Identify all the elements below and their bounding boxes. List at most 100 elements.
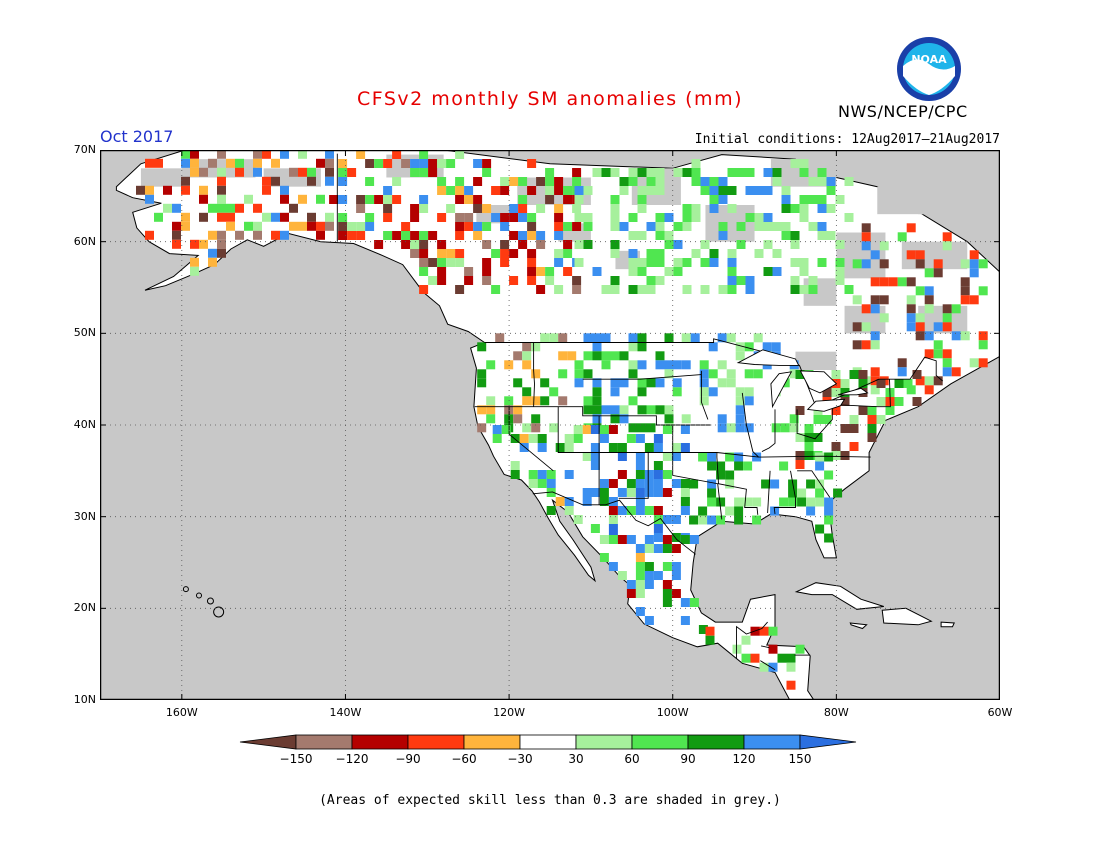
anomaly-cell: [716, 470, 726, 480]
anomaly-cell: [601, 405, 611, 415]
anomaly-cell: [477, 378, 487, 388]
anomaly-cell: [473, 204, 483, 213]
anomaly-cell: [610, 195, 620, 204]
anomaly-cell: [217, 239, 226, 249]
anomaly-cell: [464, 213, 474, 222]
anomaly-cell: [942, 304, 952, 314]
anomaly-cell: [545, 195, 555, 204]
anomaly-cell: [558, 369, 568, 379]
anomaly-cell: [635, 470, 645, 479]
anomaly-cell: [536, 204, 546, 213]
anomaly-cell: [410, 159, 420, 168]
anomaly-cell: [781, 195, 791, 204]
anomaly-cell: [601, 333, 611, 343]
longitude-tick-label: 80W: [823, 706, 849, 719]
anomaly-cell: [689, 535, 699, 544]
anomaly-cell: [788, 497, 798, 507]
anomaly-cell: [546, 488, 556, 497]
anomaly-cell: [455, 222, 465, 231]
anomaly-cell: [338, 159, 348, 168]
anomaly-cell: [486, 405, 496, 415]
anomaly-cell: [840, 397, 850, 406]
puerto-rico: [940, 621, 955, 628]
anomaly-cell: [646, 276, 656, 285]
anomaly-cell: [136, 185, 145, 195]
anomaly-cell: [563, 249, 573, 258]
anomaly-cell: [617, 506, 627, 515]
noaa-logo: NOAA: [897, 37, 961, 101]
anomaly-cell: [510, 470, 520, 479]
anomaly-cell: [671, 533, 681, 542]
anomaly-cell: [700, 285, 710, 294]
anomaly-cell: [741, 635, 751, 645]
anomaly-cell: [419, 168, 429, 177]
anomaly-cell: [545, 186, 555, 195]
anomaly-cell: [664, 231, 674, 240]
anomaly-cell: [644, 443, 654, 452]
anomaly-cell: [590, 461, 600, 470]
anomaly-cell: [924, 286, 934, 296]
anomaly-cell: [599, 535, 609, 544]
anomaly-cell: [617, 443, 627, 452]
anomaly-cell: [374, 159, 384, 168]
anomaly-cell: [574, 378, 584, 388]
anomaly-cell: [727, 258, 737, 267]
anomaly-cell: [897, 232, 907, 242]
anomaly-cell: [646, 423, 656, 433]
anomaly-cell: [554, 186, 564, 195]
anomaly-cell: [795, 460, 805, 469]
anomaly-cell: [280, 230, 289, 240]
anomaly-cell: [655, 186, 665, 195]
anomaly-cell: [536, 231, 546, 240]
anomaly-cell: [978, 286, 988, 296]
anomaly-cell: [735, 342, 745, 352]
anomaly-cell: [808, 285, 818, 294]
anomaly-cell: [419, 267, 429, 276]
anomaly-cell: [752, 497, 762, 507]
anomaly-cell: [572, 276, 582, 285]
anomaly-cell: [626, 589, 636, 598]
anomaly-cell: [289, 203, 298, 213]
anomaly-cell: [635, 589, 645, 598]
anomaly-cell: [574, 369, 584, 379]
anomaly-cell: [637, 258, 647, 267]
anomaly-cell: [870, 250, 880, 260]
anomaly-cell: [564, 497, 574, 506]
anomaly-cell: [707, 461, 717, 471]
anomaly-cell: [208, 248, 217, 258]
anomaly-cell: [473, 195, 483, 204]
anomaly-cell: [383, 213, 393, 222]
anomaly-cell: [564, 434, 574, 443]
anomaly-cell: [540, 378, 550, 388]
anomaly-cell: [338, 195, 348, 204]
anomaly-cell: [572, 204, 582, 213]
anomaly-cell: [181, 150, 190, 159]
anomaly-cell: [933, 259, 943, 269]
anomaly-cell: [574, 195, 584, 204]
anomaly-cell: [906, 304, 916, 314]
anomaly-cell: [226, 212, 235, 222]
anomaly-cell: [635, 571, 645, 580]
anomaly-cell: [735, 423, 745, 433]
anomaly-cell: [608, 497, 618, 506]
anomaly-cell: [682, 285, 692, 294]
anomaly-cell: [347, 168, 357, 177]
anomaly-cell: [518, 195, 528, 204]
anomaly-cell: [190, 150, 199, 159]
colorbar-tick-label: −150: [279, 752, 313, 766]
anomaly-cell: [717, 378, 727, 388]
anomaly-cell: [781, 186, 791, 195]
anomaly-cell: [208, 230, 217, 240]
boundary-line: [796, 406, 833, 440]
anomaly-cell: [298, 150, 307, 159]
anomaly-cell: [726, 333, 736, 343]
anomaly-cell: [849, 415, 859, 424]
anomaly-cell: [726, 378, 736, 388]
anomaly-cell: [681, 360, 691, 370]
anomaly-cell: [662, 589, 672, 598]
anomaly-cell: [727, 168, 737, 177]
anomaly-cell: [763, 240, 773, 249]
anomaly-cell: [307, 212, 316, 222]
anomaly-cell: [235, 167, 244, 177]
anomaly-cell: [662, 562, 672, 571]
